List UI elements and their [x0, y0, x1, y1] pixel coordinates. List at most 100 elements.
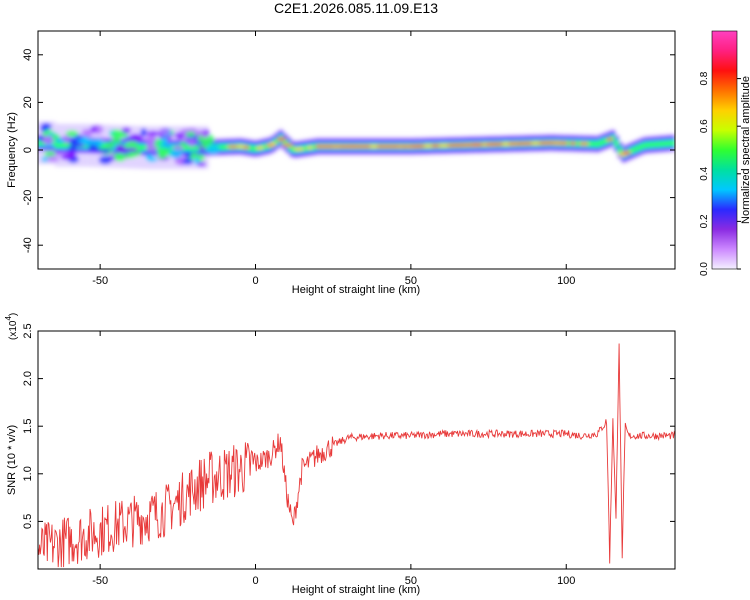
heatmap-cell: [434, 144, 440, 148]
heatmap-cell: [111, 137, 122, 144]
y-tick-label: -20: [22, 190, 34, 206]
heatmap-cell: [379, 145, 385, 148]
heatmap-cell: [226, 145, 239, 149]
heatmap-cell: [319, 145, 325, 148]
heatmap-cell: [60, 153, 71, 160]
heatmap-cell: [252, 146, 258, 152]
heatmap-cell: [76, 138, 87, 143]
heatmap-cell: [617, 147, 623, 153]
heatmap-cell: [539, 141, 545, 145]
heatmap-cell: [98, 155, 112, 165]
spectrogram-y-label: Frequency (Hz): [6, 112, 18, 188]
heatmap-cell: [469, 143, 480, 147]
heatmap-cell: [50, 140, 56, 146]
colorbar: 0.0 0.2 0.4 0.6 0.8 Normalized spectral ampl…: [699, 30, 750, 276]
heatmap-cell: [168, 149, 183, 159]
heatmap-cell: [269, 142, 277, 146]
heatmap-cell: [530, 141, 541, 145]
spectrogram-panel: -50 0 50 100 40 20 0 -20 -40 Height of straight …: [6, 30, 676, 296]
heatmap-cell: [595, 141, 601, 147]
heatmap-cell: [386, 145, 392, 148]
colorbar-label: Normalized spectral amplitude: [740, 76, 750, 224]
heatmap-cell: [248, 145, 254, 151]
heatmap-cell: [68, 145, 77, 152]
snr-frame: [37, 330, 676, 570]
snr-panel: -50 0 50 100 0.5 1.0 1.5 2.0 2.5 Height of strai…: [4, 313, 676, 596]
heatmap-cell: [222, 144, 228, 150]
heatmap-cell: [65, 130, 79, 138]
heatmap-cell: [123, 152, 136, 159]
x-tick-label: 100: [557, 275, 575, 287]
heatmap-cell: [136, 144, 142, 150]
y-tick-label: 20: [22, 96, 34, 108]
heatmap-cell: [423, 144, 433, 148]
heatmap-cell: [508, 142, 519, 146]
x-tick-label: 50: [405, 275, 417, 287]
figure-title: C2E1.2026.085.11.09.E13: [274, 0, 438, 16]
heatmap-cell: [315, 145, 321, 148]
colorbar-ticks: 0.0 0.2 0.4 0.6 0.8: [699, 71, 741, 276]
heatmap-cell: [666, 140, 672, 147]
heatmap-cell: [200, 132, 210, 138]
heatmap-cell: [449, 143, 455, 147]
heatmap-cell: [632, 146, 638, 152]
heatmap-cell: [651, 141, 657, 148]
heatmap-cell: [40, 123, 52, 130]
heatmap-cell: [160, 137, 168, 142]
heatmap-cell: [110, 129, 123, 139]
heatmap-cell: [124, 147, 138, 152]
heatmap-cell: [654, 141, 660, 147]
heatmap-cell: [658, 141, 664, 147]
heatmap-cell: [551, 141, 564, 145]
heatmap-cell: [115, 144, 126, 154]
heatmap-cell: [257, 146, 264, 150]
heatmap-cell: [105, 141, 116, 149]
heatmap-cell: [185, 145, 191, 151]
heatmap-cell: [145, 145, 158, 153]
heatmap-cell: [560, 141, 569, 145]
heatmap-cell: [43, 151, 56, 157]
heatmap-cell: [662, 141, 668, 147]
heatmap-cell: [341, 145, 347, 148]
heatmap-cell: [42, 135, 54, 145]
heatmap-cell: [200, 142, 209, 148]
heatmap-cell: [184, 152, 192, 158]
x-tick-label: 0: [252, 275, 258, 287]
heatmap-cell: [206, 144, 220, 155]
heatmap-cell: [420, 144, 426, 148]
heatmap-cell: [431, 144, 437, 148]
heatmap-cell: [501, 142, 511, 146]
heatmap-cell: [197, 162, 207, 167]
heatmap-cell: [647, 142, 653, 148]
heatmap-cell: [182, 158, 194, 165]
heatmap-cell: [323, 145, 329, 148]
heatmap-cell: [132, 144, 138, 150]
y-tick-label: 1.0: [22, 466, 34, 481]
heatmap-cell: [276, 137, 287, 141]
heatmap-cell: [140, 128, 147, 137]
heatmap-cell: [63, 134, 70, 144]
heatmap-cell: [569, 141, 577, 145]
heatmap-cell: [599, 140, 605, 146]
svg-text:(x104): (x104): [4, 313, 19, 340]
heatmap-cell: [498, 142, 504, 146]
heatmap-cell: [282, 139, 288, 145]
colorbar-tick-label: 0.2: [699, 214, 710, 228]
spectrogram-ticks: -50 0 50 100 40 20 0 -20 -40: [22, 31, 675, 287]
heatmap-cell: [640, 143, 646, 149]
heatmap-cell: [382, 145, 388, 148]
heatmap-cell: [129, 133, 142, 143]
heatmap-cell: [457, 143, 463, 147]
heatmap-cell: [306, 146, 314, 150]
heatmap-cell: [62, 142, 68, 148]
heatmap-cell: [274, 138, 280, 144]
snr-ticks: -50 0 50 100 0.5 1.0 1.5 2.0 2.5: [22, 323, 675, 587]
heatmap-cell: [453, 143, 459, 147]
heatmap-cell: [401, 145, 407, 148]
heatmap-cell: [218, 144, 224, 150]
heatmap-cell: [289, 146, 295, 152]
heatmap-cell: [543, 141, 549, 145]
y-tick-label: 0.5: [22, 514, 34, 529]
heatmap-cell: [126, 141, 138, 146]
